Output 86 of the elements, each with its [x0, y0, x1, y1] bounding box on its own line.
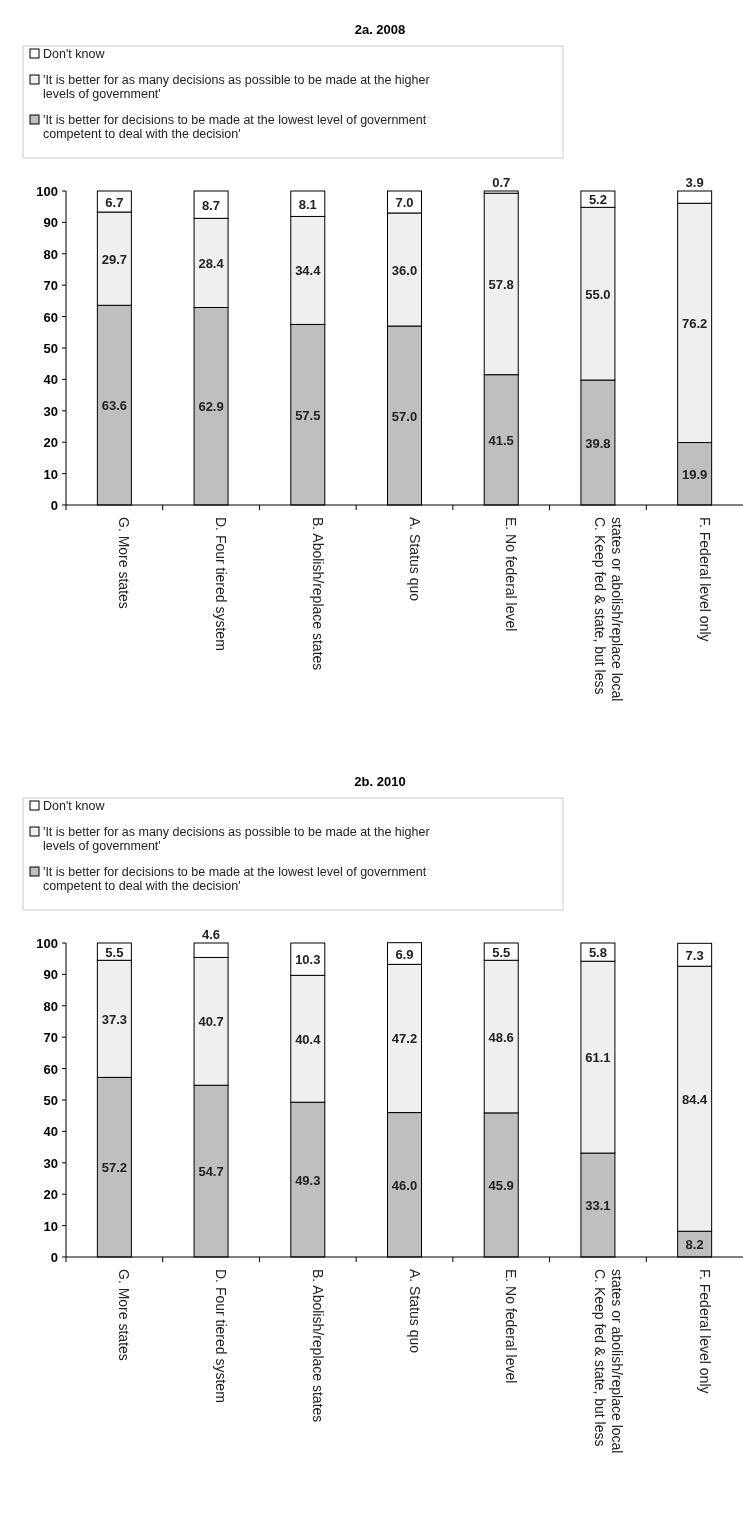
legend-label: 'It is better for as many decisions as possible to be made at the higher levels of government': [43, 73, 430, 101]
data-label: 8.2: [685, 1237, 704, 1253]
y-tick-label: 60: [43, 1061, 58, 1077]
data-label: 39.8: [585, 435, 611, 451]
y-tick-label: 20: [43, 1187, 58, 1203]
data-label: 5.8: [588, 945, 607, 961]
x-tick-label: C. Keep fed & state, but less states or abolish/replace local: [591, 1269, 625, 1454]
data-label: 29.7: [101, 251, 128, 267]
y-tick-label: 40: [43, 1124, 58, 1140]
data-label: 84.4: [681, 1091, 709, 1107]
y-tick-label: 90: [43, 967, 58, 983]
data-label: 48.6: [488, 1029, 514, 1045]
y-tick-label: 20: [43, 435, 58, 451]
data-label: 28.4: [198, 255, 225, 271]
x-tick-label: D. Four tiered system: [213, 517, 230, 651]
data-label: 8.1: [298, 196, 317, 212]
x-tick-label: G. More states: [116, 1269, 133, 1361]
legend-label: 'It is better for as many decisions as possible to be made at the higher levels of government': [43, 825, 430, 853]
data-label: 63.6: [101, 398, 128, 414]
y-tick-label: 0: [50, 1250, 58, 1265]
data-label: 36.0: [391, 262, 418, 278]
y-tick-label: 30: [43, 1155, 58, 1171]
y-tick-label: 50: [43, 341, 58, 356]
y-tick-label: 100: [36, 184, 58, 199]
y-tick-label: 100: [36, 936, 58, 951]
data-label: 57.5: [295, 407, 321, 423]
x-tick-label: F. Federal level only: [696, 517, 713, 642]
data-label: 5.5: [105, 944, 124, 960]
data-label: 57.8: [488, 276, 514, 292]
data-label: 0.7: [492, 175, 511, 190]
y-tick-label: 10: [43, 466, 58, 482]
data-label: 3.9: [685, 175, 704, 190]
y-tick-label: 70: [43, 278, 58, 294]
data-label: 4.6: [202, 927, 221, 942]
x-tick-label: G. More states: [116, 517, 133, 609]
y-tick-label: 10: [43, 1218, 58, 1234]
data-label: 61.1: [585, 1050, 611, 1066]
data-label: 57.0: [391, 408, 418, 424]
data-label: 46.0: [391, 1177, 418, 1193]
data-label: 40.7: [198, 1014, 224, 1030]
y-tick-label: 90: [43, 215, 58, 231]
data-label: 40.4: [295, 1031, 322, 1047]
data-label: 47.2: [391, 1031, 418, 1047]
x-tick-label: A. Status quo: [406, 517, 423, 602]
data-label: 6.7: [105, 194, 124, 210]
x-tick-label: E. No federal level: [503, 517, 520, 632]
data-label: 5.5: [492, 944, 511, 960]
x-tick-label: F. Federal level only: [696, 1269, 713, 1394]
y-tick-label: 70: [43, 1030, 58, 1046]
data-label: 33.1: [585, 1198, 611, 1214]
y-tick-label: 0: [50, 498, 58, 513]
y-tick-label: 50: [43, 1093, 58, 1108]
y-tick-label: 80: [43, 246, 58, 262]
data-label: 62.9: [198, 399, 224, 415]
data-label: 45.9: [488, 1177, 514, 1193]
data-label: 7.3: [685, 947, 704, 963]
y-tick-label: 40: [43, 372, 58, 388]
data-label: 41.5: [488, 432, 514, 448]
chart-title: 2b. 2010: [354, 774, 406, 789]
legend-label: 'It is better for decisions to be made at the lowest level of government competent to deal with the decision': [43, 113, 427, 141]
data-label: 7.0: [395, 194, 414, 210]
x-tick-label: A. Status quo: [406, 1269, 423, 1354]
data-label: 55.0: [585, 286, 611, 302]
legend-label: Don't know: [43, 47, 106, 61]
chart-title: 2a. 2008: [354, 22, 406, 37]
legend-label: 'It is better for decisions to be made at the lowest level of government competent to deal with the decision': [43, 865, 427, 893]
data-label: 10.3: [295, 952, 321, 968]
data-label: 76.2: [681, 315, 708, 331]
y-tick-label: 60: [43, 309, 58, 325]
y-tick-label: 30: [43, 403, 58, 419]
data-label: 19.9: [681, 466, 708, 482]
y-tick-label: 80: [43, 998, 58, 1014]
data-label: 54.7: [198, 1164, 224, 1180]
data-label: 6.9: [395, 946, 414, 962]
data-label: 8.7: [202, 197, 221, 213]
legend-label: Don't know: [43, 799, 106, 813]
x-tick-label: C. Keep fed & state, but less states or abolish/replace local: [591, 517, 625, 702]
x-tick-label: B. Abolish/replace states: [309, 517, 326, 671]
x-tick-label: E. No federal level: [503, 1269, 520, 1384]
data-label: 34.4: [295, 263, 322, 279]
x-tick-label: B. Abolish/replace states: [309, 1269, 326, 1423]
data-label: 57.2: [101, 1160, 128, 1176]
data-label: 49.3: [295, 1172, 321, 1188]
x-tick-label: D. Four tiered system: [213, 1269, 230, 1403]
data-label: 5.2: [588, 192, 607, 208]
data-label: 37.3: [101, 1011, 128, 1027]
